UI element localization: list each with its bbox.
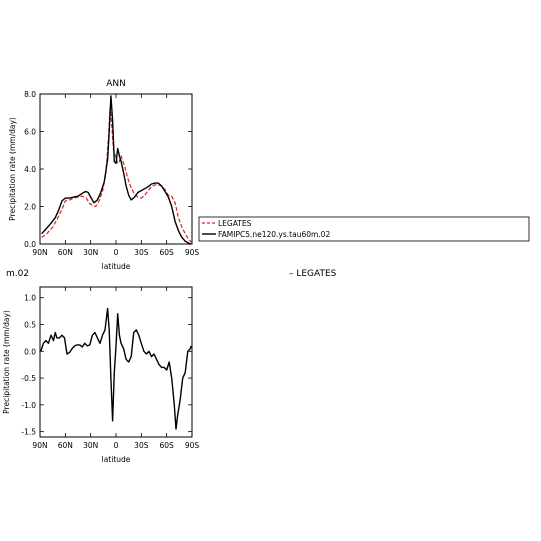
bottom-y-tick-label: 0.5 <box>24 321 36 330</box>
bottom-y-tick-label: -1.5 <box>21 428 36 437</box>
bottom-x-tick-label: 60N <box>58 441 73 450</box>
bottom-axis-ticks: 90N 60N 30N 0 30S 60S 90S -1.5 -1.0 -0.5 0.0 0.5 1.0 <box>21 287 199 450</box>
bottom-series-line-0 <box>40 307 192 430</box>
top-axis-ticks: 90N 60N 30N 0 30S 60S 90S 0.0 2.0 4.0 6.0 8.0 <box>24 90 199 257</box>
bottom-x-tick-label: 90N <box>32 441 47 450</box>
top-chart-title: ANN <box>106 79 126 89</box>
bottom-x-tick-label: 30S <box>134 441 149 450</box>
legend-label-legates: LEGATES <box>218 219 252 228</box>
bottom-right-label: – LEGATES <box>289 269 337 279</box>
bottom-x-tick-label: 30N <box>83 441 98 450</box>
top-y-tick-label: 2.0 <box>24 203 36 212</box>
top-x-tick-label: 60S <box>160 248 175 257</box>
top-x-tick-label: 90S <box>185 248 200 257</box>
top-x-axis-label: latitude <box>102 262 131 271</box>
bottom-x-tick-label: 60S <box>160 441 175 450</box>
bottom-title-fragment: m.02 <box>6 269 29 279</box>
top-x-tick-label: 90N <box>32 248 47 257</box>
top-plot-frame <box>39 93 193 245</box>
bottom-y-tick-label: 0.0 <box>24 347 36 356</box>
top-x-tick-label: 60N <box>58 248 73 257</box>
legend-box <box>198 216 530 242</box>
top-y-tick-label: 4.0 <box>24 165 36 174</box>
top-panel: ANN 90N 60N 30N 0 30S 60S 90S 0.0 2.0 4.0 6.0 8.0 l… <box>8 79 199 271</box>
bottom-x-axis-label: latitude <box>102 455 131 464</box>
top-y-tick-label: 0.0 <box>24 240 36 249</box>
bottom-y-tick-label: -0.5 <box>21 374 36 383</box>
bottom-series-lines <box>40 307 192 430</box>
bottom-panel: m.02 – LEGATES 90N 60N 30N 0 30S 60S 90S -1.5 -1… <box>2 269 337 464</box>
top-y-axis-label: Precipitation rate (mm/day) <box>8 117 17 221</box>
top-series-lines <box>41 95 192 245</box>
bottom-x-tick-label: 0 <box>114 441 119 450</box>
top-x-tick-label: 0 <box>114 248 119 257</box>
top-x-tick-label: 30N <box>83 248 98 257</box>
top-series-line-0 <box>41 106 192 243</box>
bottom-y-axis-label: Precipitation rate (mm/day) <box>2 310 11 414</box>
legend: LEGATES FAMIPC5.ne120.ys.tau60m.02 <box>198 216 530 242</box>
top-y-tick-label: 6.0 <box>24 128 36 137</box>
top-y-tick-label: 8.0 <box>24 90 36 99</box>
top-x-tick-label: 30S <box>134 248 149 257</box>
bottom-x-tick-label: 90S <box>185 441 200 450</box>
bottom-y-tick-label: -1.0 <box>21 401 36 410</box>
top-series-line-1 <box>41 95 192 245</box>
legend-label-famipc5: FAMIPC5.ne120.ys.tau60m.02 <box>218 230 330 239</box>
bottom-y-tick-label: 1.0 <box>24 294 36 303</box>
